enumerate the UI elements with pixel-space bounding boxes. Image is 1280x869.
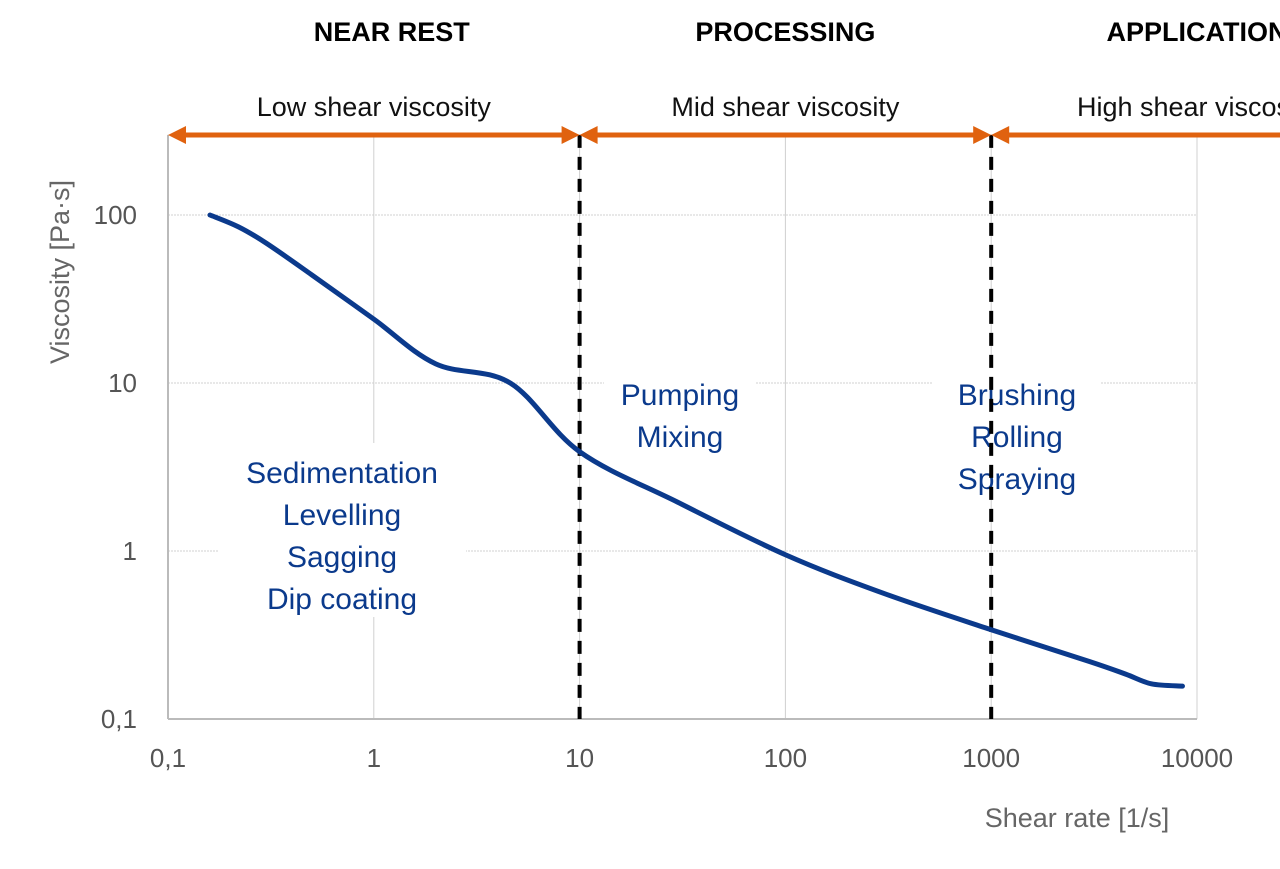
x-tick-label: 0,1: [150, 743, 186, 773]
application-label: Rolling: [971, 421, 1063, 454]
x-tick-label: 10000: [1161, 743, 1233, 773]
y-tick-label: 10: [108, 368, 137, 398]
region-label: Low shear viscosity: [257, 92, 492, 122]
text-labels: Viscosity [Pa·s] Shear rate [1/s] Low sh…: [45, 17, 1280, 833]
x-tick-label: 1000: [962, 743, 1020, 773]
application-labels: Sedimentation Levelling Sagging Dip coating…: [218, 365, 1101, 617]
phase-boundaries: [577, 134, 994, 719]
application-label: Spraying: [958, 463, 1076, 496]
x-axis-label: Shear rate [1/s]: [985, 803, 1170, 833]
application-label: Pumping: [621, 379, 739, 412]
phase-title: APPLICATION: [1107, 17, 1280, 47]
arrow-left-head-icon: [991, 126, 1010, 144]
y-tick-label: 100: [94, 200, 137, 230]
phase-title: NEAR REST: [314, 17, 471, 47]
viscosity-curve: [207, 212, 1185, 689]
x-tick-label: 1: [367, 743, 381, 773]
arrow-left-head-icon: [168, 126, 186, 144]
y-tick-label: 1: [123, 536, 137, 566]
application-label: Dip coating: [267, 583, 417, 616]
phase-title: PROCESSING: [695, 17, 875, 47]
x-tick-label: 100: [764, 743, 807, 773]
application-label-background: [604, 365, 756, 455]
y-axis-label: Viscosity [Pa·s]: [45, 180, 75, 364]
region-label: High shear viscosity: [1077, 92, 1280, 122]
arrow-right-head-icon: [561, 126, 580, 144]
series: [207, 212, 1185, 689]
application-label-background: [218, 443, 466, 617]
region-arrows: [168, 126, 1280, 144]
application-label-background: [933, 365, 1101, 497]
application-label: Levelling: [283, 499, 401, 532]
arrow-right-head-icon: [973, 126, 992, 144]
arrow-left-head-icon: [579, 126, 598, 144]
x-tick-label: 10: [565, 743, 594, 773]
application-label: Sedimentation: [246, 457, 438, 490]
application-label: Mixing: [637, 421, 724, 454]
application-label: Sagging: [287, 541, 397, 574]
application-label: Brushing: [958, 379, 1076, 412]
region-label: Mid shear viscosity: [671, 92, 900, 122]
y-tick-label: 0,1: [101, 704, 137, 734]
